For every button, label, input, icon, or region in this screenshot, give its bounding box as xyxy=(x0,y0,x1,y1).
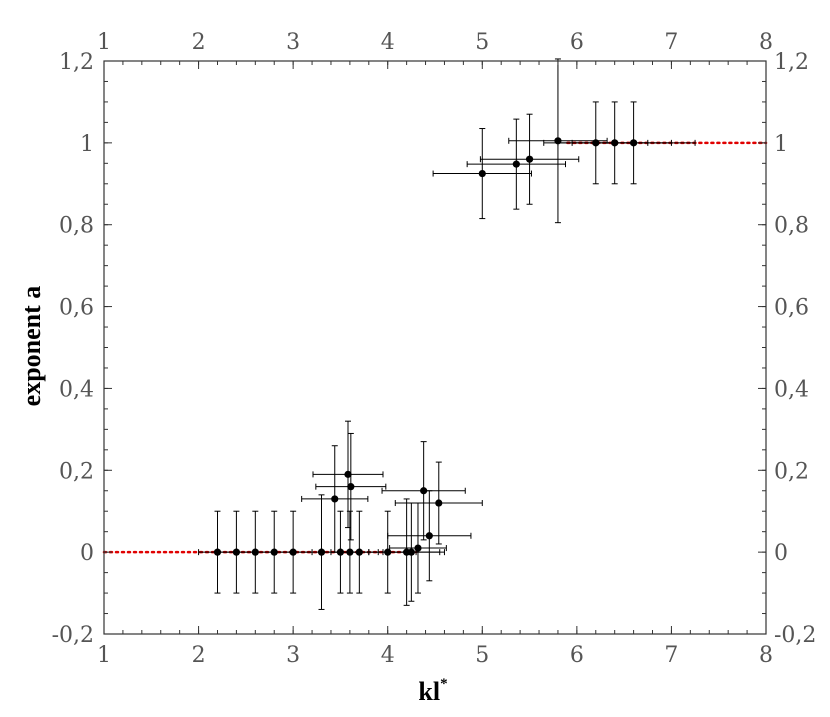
data-point xyxy=(331,495,339,503)
data-point xyxy=(355,548,363,556)
data-point xyxy=(270,548,278,556)
y-tick-label: 0 xyxy=(80,541,94,566)
data-point xyxy=(435,499,443,507)
data-point xyxy=(317,548,326,556)
data-point xyxy=(420,487,428,495)
x-tick-label: 4 xyxy=(381,643,395,668)
data-point xyxy=(344,470,352,478)
data-point xyxy=(525,155,534,163)
y-tick-label: -0,2 xyxy=(52,623,94,648)
data-point xyxy=(592,139,600,147)
x-tick-label-top: 6 xyxy=(570,30,584,55)
x-tick-label: 8 xyxy=(759,643,773,668)
x-tick-label-top: 1 xyxy=(97,30,111,55)
x-tick-label: 2 xyxy=(192,643,206,668)
x-tick-label: 5 xyxy=(475,643,489,668)
y-tick-label: 0,2 xyxy=(59,459,94,484)
x-tick-label: 7 xyxy=(664,643,678,668)
y-tick-label-right: 0,4 xyxy=(774,377,809,402)
data-point xyxy=(478,169,486,178)
data-point xyxy=(407,548,415,556)
y-tick-label: 0,8 xyxy=(59,214,94,239)
data-point xyxy=(554,137,562,145)
y-tick-label-right: 0,6 xyxy=(774,296,809,321)
data-point xyxy=(425,532,433,540)
x-tick-label: 6 xyxy=(570,643,584,668)
data-point xyxy=(630,139,638,147)
y-tick-label: 0,6 xyxy=(59,296,94,321)
x-tick-label: 1 xyxy=(97,643,111,668)
x-axis-title: kl* xyxy=(418,676,447,706)
data-point xyxy=(414,544,422,552)
x-tick-label-top: 7 xyxy=(664,30,678,55)
x-tick-label-top: 8 xyxy=(759,30,773,55)
x-tick-label-top: 2 xyxy=(192,30,206,55)
x-tick-label-top: 4 xyxy=(381,30,395,55)
error-bars xyxy=(198,58,696,610)
y-tick-label-right: -0,2 xyxy=(774,623,816,648)
axis-ticks xyxy=(103,60,767,635)
data-point xyxy=(346,548,354,556)
y-tick-label-right: 0,2 xyxy=(774,459,809,484)
y-tick-label-right: 0,8 xyxy=(774,214,809,239)
y-tick-label-right: 1 xyxy=(774,132,788,157)
y-tick-label: 1 xyxy=(80,132,94,157)
y-axis-title: exponent a xyxy=(17,286,46,407)
data-point xyxy=(289,548,297,556)
data-point xyxy=(232,548,240,556)
data-point xyxy=(336,548,345,556)
data-point xyxy=(611,139,619,147)
y-tick-label: 1,2 xyxy=(59,50,94,75)
y-tick-label: 0,4 xyxy=(59,377,94,402)
data-point xyxy=(512,160,520,168)
y-tick-label-right: 0 xyxy=(774,541,788,566)
data-points xyxy=(213,137,638,556)
data-point xyxy=(347,483,355,491)
x-tick-label-top: 3 xyxy=(286,30,300,55)
data-point xyxy=(251,548,259,556)
x-tick-label: 3 xyxy=(286,643,300,668)
x-tick-label-top: 5 xyxy=(475,30,489,55)
data-point xyxy=(213,548,222,556)
data-point xyxy=(384,548,392,556)
y-tick-label-right: 1,2 xyxy=(774,50,809,75)
